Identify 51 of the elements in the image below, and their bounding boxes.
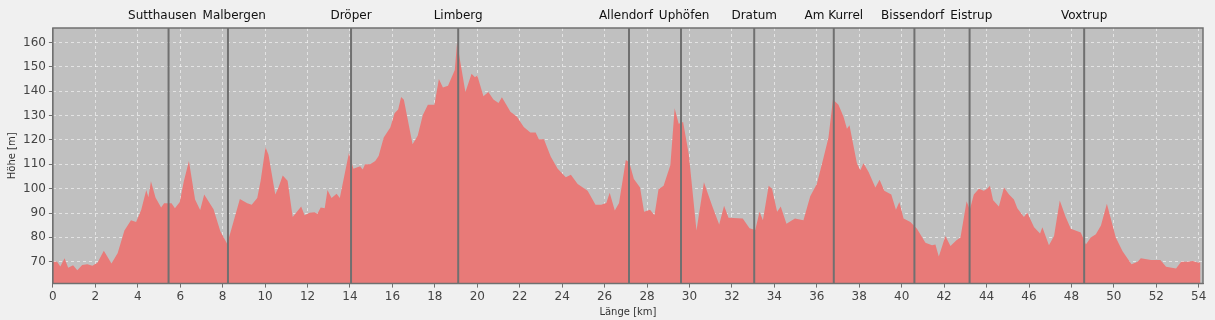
x-tick-label: 54 bbox=[1191, 288, 1207, 303]
x-tick-label: 6 bbox=[176, 288, 185, 303]
x-tick-label: 48 bbox=[1063, 288, 1080, 303]
y-tick-label: 160 bbox=[23, 34, 46, 49]
x-tick-label: 34 bbox=[766, 288, 783, 303]
y-tick-label: 110 bbox=[23, 156, 46, 171]
x-tick-label: 42 bbox=[936, 288, 952, 303]
y-tick-label: 70 bbox=[30, 253, 46, 268]
ref-line-label: Bissendorf bbox=[881, 8, 946, 23]
y-tick-label: 80 bbox=[30, 229, 46, 244]
x-tick-label: 28 bbox=[639, 288, 655, 303]
x-tick-label: 52 bbox=[1148, 288, 1164, 303]
ref-line-label: Am Kurrel bbox=[804, 8, 864, 23]
x-tick-label: 38 bbox=[851, 288, 867, 303]
x-tick-label: 4 bbox=[133, 288, 142, 303]
ref-line-label: Allendorf bbox=[598, 8, 654, 23]
x-tick-label: 36 bbox=[809, 288, 825, 303]
y-tick-label: 130 bbox=[23, 107, 46, 122]
x-tick-label: 12 bbox=[299, 288, 316, 303]
ref-line-label: Uphöfen bbox=[658, 8, 710, 23]
ref-line-label: Malbergen bbox=[202, 8, 266, 23]
ref-line-label: Dratum bbox=[731, 8, 777, 23]
x-axis-title: Länge [km] bbox=[599, 305, 657, 317]
ref-line-label: Limberg bbox=[433, 8, 483, 23]
x-tick-label: 10 bbox=[257, 288, 273, 303]
x-tick-label: 18 bbox=[427, 288, 443, 303]
x-tick-label: 16 bbox=[384, 288, 401, 303]
ref-line-label: Dröper bbox=[330, 8, 372, 23]
x-tick-label: 22 bbox=[512, 288, 528, 303]
ref-line-label: Sutthausen bbox=[128, 8, 197, 23]
ref-line-label: Voxtrup bbox=[1061, 8, 1108, 23]
x-tick-label: 14 bbox=[342, 288, 358, 303]
x-tick-label: 26 bbox=[596, 288, 613, 303]
y-tick-label: 100 bbox=[23, 180, 46, 195]
ref-line-label: Eistrup bbox=[950, 8, 993, 23]
x-tick-label: 24 bbox=[554, 288, 570, 303]
y-tick-label: 140 bbox=[23, 83, 46, 98]
y-tick-label: 120 bbox=[23, 132, 46, 147]
x-tick-label: 2 bbox=[91, 288, 100, 303]
x-tick-label: 44 bbox=[978, 288, 995, 303]
x-tick-label: 20 bbox=[469, 288, 485, 303]
x-tick-label: 32 bbox=[724, 288, 740, 303]
x-tick-label: 50 bbox=[1106, 288, 1122, 303]
y-tick-label: 150 bbox=[23, 59, 46, 74]
x-tick-label: 46 bbox=[1021, 288, 1037, 303]
y-axis-title: Höhe [m] bbox=[5, 132, 17, 180]
y-tick-label: 90 bbox=[30, 205, 46, 220]
x-tick-label: 30 bbox=[681, 288, 698, 303]
x-tick-label: 40 bbox=[894, 288, 910, 303]
x-tick-label: 8 bbox=[218, 288, 227, 303]
x-tick-label: 0 bbox=[49, 288, 57, 303]
